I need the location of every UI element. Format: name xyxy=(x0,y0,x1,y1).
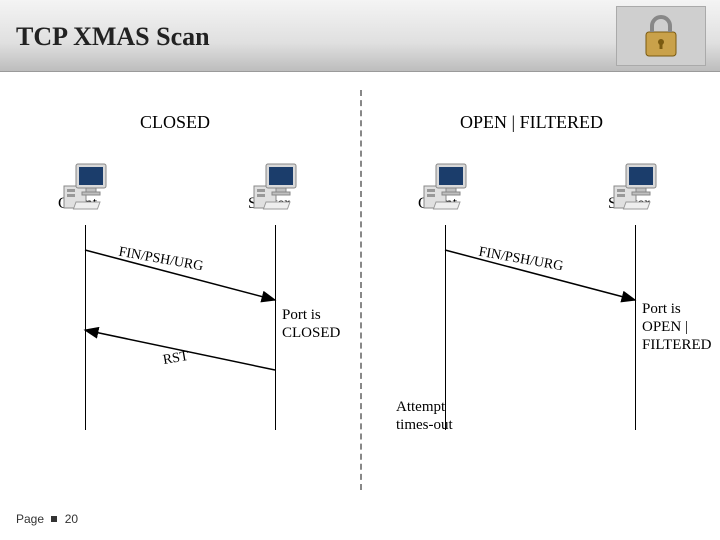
footer-page-number: 20 xyxy=(65,512,78,526)
left-client-label: Client xyxy=(58,195,97,213)
vertical-divider xyxy=(360,90,362,490)
page-footer: Page 20 xyxy=(16,512,78,526)
right-timeout-line2: times-out xyxy=(396,417,453,433)
lock-icon xyxy=(616,6,706,66)
right-status-line3: FILTERED xyxy=(642,337,711,353)
title-bar: TCP XMAS Scan xyxy=(0,0,720,72)
footer-prefix: Page xyxy=(16,512,44,526)
slide-title: TCP XMAS Scan xyxy=(16,22,210,52)
left-status-line1: Port is xyxy=(282,307,321,323)
right-scenario-title: OPEN | FILTERED xyxy=(460,112,603,133)
left-scenario-title: CLOSED xyxy=(140,112,210,133)
left-server-lifeline xyxy=(275,225,276,430)
right-server-lifeline xyxy=(635,225,636,430)
right-server-label: Server xyxy=(608,195,650,213)
left-status-label: Port is CLOSED xyxy=(282,306,340,342)
left-packet1-label: FIN/PSH/URG xyxy=(117,245,204,276)
footer-bullet-icon xyxy=(51,516,57,522)
left-status-line2: CLOSED xyxy=(282,325,340,341)
left-packet2-label: RST xyxy=(162,349,190,369)
right-status-line2: OPEN | xyxy=(642,319,688,335)
right-status-label: Port is OPEN | FILTERED xyxy=(642,300,711,354)
left-server-label: Server xyxy=(248,195,290,213)
right-timeout-line1: Attempt xyxy=(396,399,445,415)
right-timeout-label: Attempt times-out xyxy=(396,398,453,434)
right-status-line1: Port is xyxy=(642,301,681,317)
right-packet1-label: FIN/PSH/URG xyxy=(477,245,564,276)
right-client-label: Client xyxy=(418,195,457,213)
left-client-lifeline xyxy=(85,225,86,430)
slide: TCP XMAS Scan CLOSED Client Server OPEN … xyxy=(0,0,720,540)
